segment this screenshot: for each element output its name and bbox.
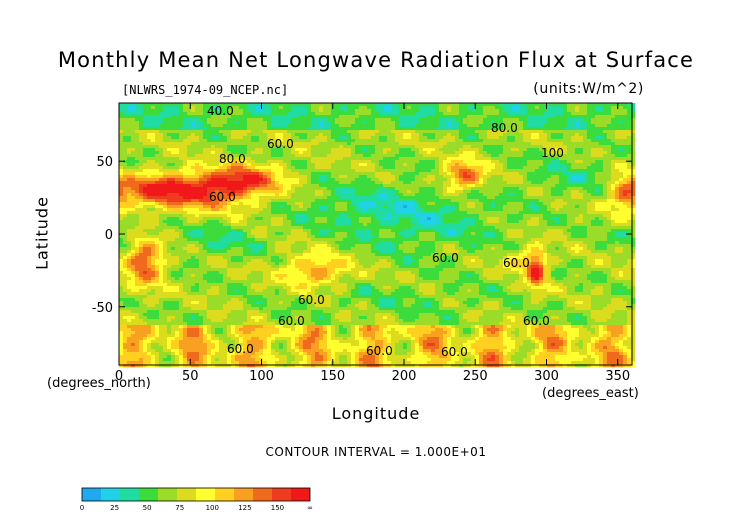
colorbar-swatch [253,488,272,501]
colorbar-label: 75 [175,504,184,512]
colorbar-swatch [82,488,101,501]
colorbar: 0 25 50 75 100 125 150 ∞ [80,487,313,512]
y-tick-label: -50 [92,301,113,316]
y-axis-label: Latitude [32,196,52,270]
colorbar-swatch [196,488,215,501]
colorbar-swatch [101,488,120,501]
x-tick-label: 100 [249,369,274,384]
units-label: (units:W/m^2) [533,81,644,97]
colorbar-swatch [120,488,139,501]
colorbar-frame [81,487,311,502]
contour-label: 60.0 [432,251,459,265]
x-axis-unit: (degrees_east) [542,386,639,401]
x-tick-label: 0 [115,369,123,384]
contour-label: 40.0 [207,104,234,118]
x-tick-label: 300 [534,369,559,384]
colorbar-swatch [291,488,310,501]
colorbar-label: 25 [110,504,119,512]
contour-label: 60.0 [278,314,305,328]
heatmap-cells [119,103,636,368]
contour-label: 60.0 [441,345,468,359]
x-tick-label: 200 [392,369,417,384]
colorbar-label: 50 [143,504,152,512]
colorbar-swatch [177,488,196,501]
colorbar-swatch [234,488,253,501]
file-label: [NLWRS_1974-09_NCEP.nc] [122,83,289,97]
y-axis-unit: (degrees_north) [47,376,151,391]
x-tick-label: 350 [605,369,630,384]
contour-label: 100 [541,146,564,160]
contour-label: 80.0 [219,152,246,166]
x-axis: 0 50 100 150 200 250 300 350 [115,103,630,384]
contour-label: 60.0 [523,314,550,328]
colorbar-swatch [215,488,234,501]
y-axis: 50 0 -50 [92,155,632,316]
contour-label: 80.0 [491,121,518,135]
contour-label: 60.0 [227,342,254,356]
y-tick-label: 0 [105,228,113,243]
contour-label: 60.0 [503,256,530,270]
x-tick-label: 50 [182,369,199,384]
colorbar-label: 125 [238,504,251,512]
x-axis-label: Longitude [331,404,421,423]
colorbar-swatch [158,488,177,501]
colorbar-swatch [272,488,291,501]
x-tick-label: 150 [320,369,345,384]
y-tick-label: 50 [96,155,113,170]
contour-label: 60.0 [298,293,325,307]
colorbar-swatch [139,488,158,501]
colorbar-label: ∞ [307,504,313,512]
contour-labels: 40.0 60.0 80.0 100 60.0 60.0 60.0 60.0 60.0 60.0 6… [207,104,564,359]
contour-label: 60.0 [366,344,393,358]
colorbar-label: 0 [80,504,84,512]
contour-interval: CONTOUR INTERVAL = 1.000E+01 [265,445,487,459]
chart-title: Monthly Mean Net Longwave Radiation Flux… [57,48,695,72]
contour-label: 60.0 [267,137,294,151]
x-tick-label: 250 [463,369,488,384]
colorbar-label: 100 [206,504,219,512]
colorbar-label: 150 [271,504,284,512]
contour-label: 60.0 [209,190,236,204]
